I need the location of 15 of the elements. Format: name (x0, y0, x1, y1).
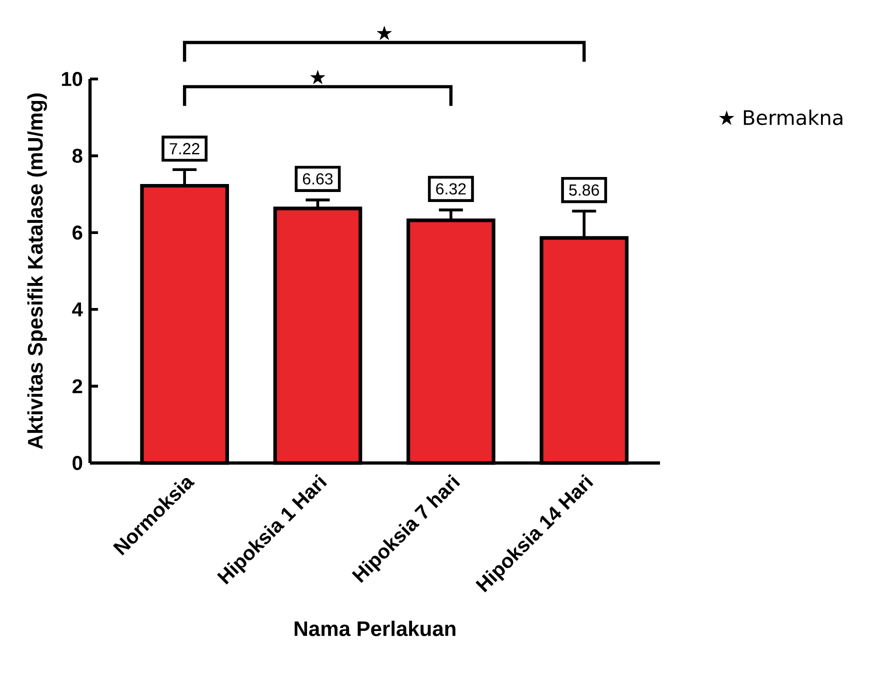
y-tick-label: 0 (72, 456, 82, 470)
data-label: 6.32 (436, 183, 466, 195)
data-label: 7.22 (170, 143, 200, 154)
y-tick-label: 4 (72, 302, 83, 316)
y-tick-label: 6 (72, 226, 82, 240)
data-label: 6.63 (302, 173, 333, 185)
data-label: 5.86 (569, 184, 599, 196)
y-tick-label: 8 (72, 148, 82, 163)
y-tick-label: 2 (72, 379, 82, 394)
text: ★ Bermakna (718, 110, 842, 126)
y-axis-title: Aktivitas Spesifik Katalase (mU/mg) (27, 94, 47, 450)
x-axis-title: Nama Perlakuan (294, 620, 456, 636)
text: ★ (376, 26, 392, 40)
y-tick-label: 10 (62, 72, 82, 86)
annotation: ★ (310, 70, 326, 84)
